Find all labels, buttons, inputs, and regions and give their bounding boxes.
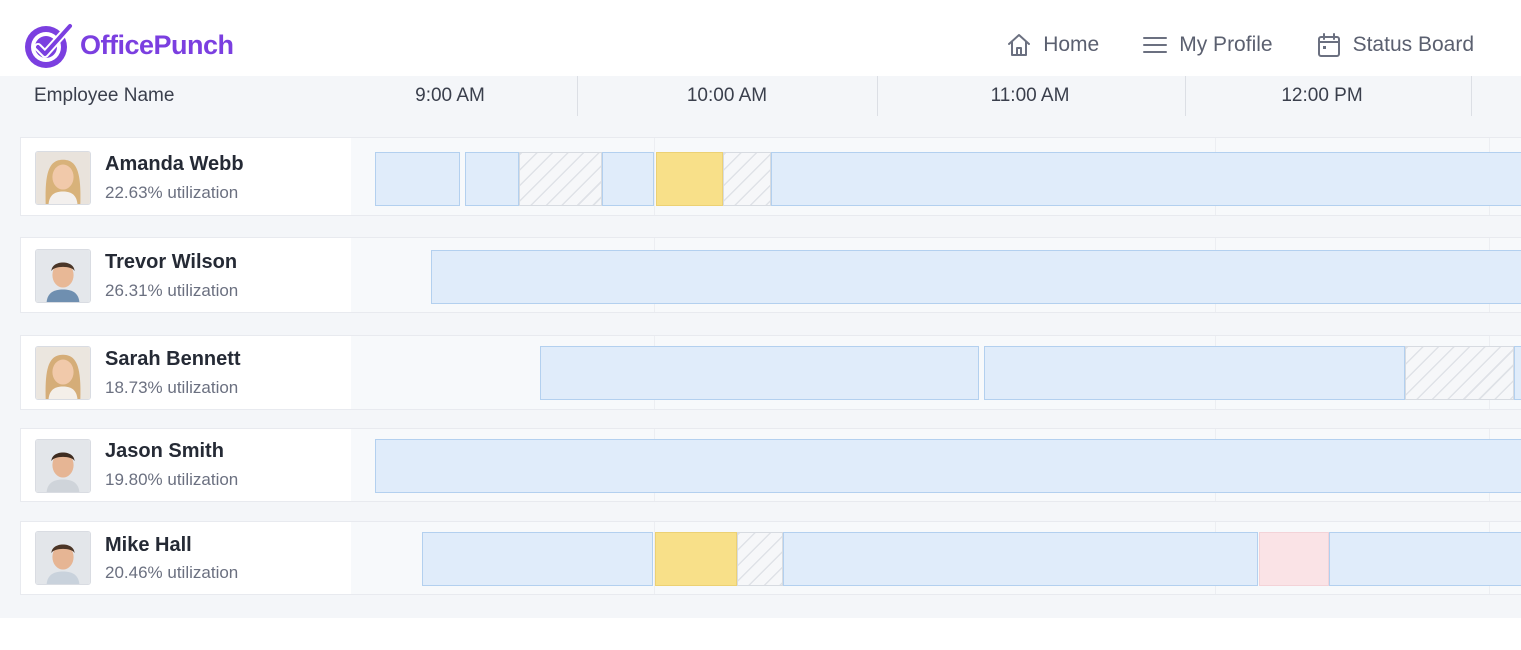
work-segment[interactable]: [1514, 346, 1521, 400]
employee-info: Mike Hall 20.46% utilization: [21, 522, 351, 594]
man-avatar: [35, 249, 91, 303]
top-nav: Home My Profile Status Board: [963, 28, 1521, 62]
employee-utilization: 22.63% utilization: [105, 183, 239, 202]
app-header: OfficePunch Home My Profile Status Board: [0, 0, 1521, 76]
employee-name-header: Employee Name: [34, 85, 175, 106]
timeline-gridline: [654, 138, 655, 215]
idle-segment[interactable]: [723, 152, 771, 206]
idle-segment[interactable]: [1405, 346, 1514, 400]
alert-segment[interactable]: [1259, 532, 1329, 586]
employee-timeline: [351, 238, 1521, 312]
break-segment[interactable]: [656, 152, 723, 206]
employee-utilization: 18.73% utilization: [105, 378, 239, 397]
employee-timeline: [351, 522, 1521, 594]
nav-home[interactable]: Home: [1005, 31, 1099, 59]
column-separator: [577, 76, 578, 116]
time-label-10am: 10:00 AM: [686, 85, 768, 106]
work-segment[interactable]: [771, 152, 1521, 206]
employee-name: Mike Hall: [105, 534, 192, 556]
work-segment[interactable]: [375, 439, 1521, 493]
timeline-gridline: [654, 522, 655, 594]
employee-info: Trevor Wilson 26.31% utilization: [21, 238, 351, 312]
work-segment[interactable]: [375, 152, 460, 206]
employee-rows: Amanda Webb 22.63% utilization: [0, 76, 1521, 618]
nav-my-profile-label: My Profile: [1179, 33, 1273, 56]
nav-home-label: Home: [1043, 33, 1100, 56]
employee-row[interactable]: Trevor Wilson 26.31% utilization: [20, 237, 1521, 313]
idle-segment[interactable]: [737, 532, 783, 586]
nav-my-profile[interactable]: My Profile: [1141, 31, 1273, 59]
logo-text: OfficePunch: [80, 29, 234, 60]
woman-avatar: [35, 346, 91, 400]
employee-name: Jason Smith: [105, 440, 224, 462]
employee-info: Sarah Bennett 18.73% utilization: [21, 336, 351, 409]
employee-info: Jason Smith 19.80% utilization: [21, 429, 351, 501]
employee-name: Amanda Webb: [105, 153, 244, 175]
column-separator: [1185, 76, 1186, 116]
employee-timeline: [351, 429, 1521, 501]
time-label-9am: 9:00 AM: [415, 85, 485, 106]
work-segment[interactable]: [984, 346, 1405, 400]
column-header: Employee Name 9:00 AM 10:00 AM 11:00 AM …: [0, 76, 1521, 116]
employee-row[interactable]: Mike Hall 20.46% utilization: [20, 521, 1521, 595]
employee-timeline: [351, 138, 1521, 215]
break-segment[interactable]: [655, 532, 737, 586]
logo-check-icon: [25, 22, 74, 68]
time-label-12pm: 12:00 PM: [1281, 85, 1363, 106]
work-segment[interactable]: [783, 532, 1258, 586]
man-avatar: [35, 531, 91, 585]
man-avatar: [35, 439, 91, 493]
home-icon: [1008, 34, 1031, 56]
idle-segment[interactable]: [519, 152, 602, 206]
employee-row[interactable]: Amanda Webb 22.63% utilization: [20, 137, 1521, 216]
work-segment[interactable]: [465, 152, 519, 206]
employee-name: Sarah Bennett: [105, 348, 241, 370]
time-label-11am: 11:00 AM: [990, 85, 1070, 106]
nav-status-board[interactable]: Status Board: [1315, 31, 1474, 59]
calendar-icon: [1317, 33, 1340, 57]
nav-status-board-label: Status Board: [1352, 33, 1474, 56]
employee-row[interactable]: Sarah Bennett 18.73% utilization: [20, 335, 1521, 410]
work-segment[interactable]: [431, 250, 1521, 304]
officepunch-logo[interactable]: OfficePunch: [22, 20, 234, 70]
work-segment[interactable]: [602, 152, 654, 206]
employee-name: Trevor Wilson: [105, 251, 238, 273]
menu-icon: [1143, 37, 1168, 53]
column-separator: [877, 76, 878, 116]
employee-utilization: 26.31% utilization: [105, 281, 239, 300]
work-segment[interactable]: [540, 346, 979, 400]
status-board: Employee Name 9:00 AM 10:00 AM 11:00 AM …: [0, 76, 1521, 618]
work-segment[interactable]: [422, 532, 653, 586]
employee-utilization: 20.46% utilization: [105, 563, 239, 582]
work-segment[interactable]: [1329, 532, 1521, 586]
employee-timeline: [351, 336, 1521, 409]
employee-utilization: 19.80% utilization: [105, 470, 239, 489]
woman-avatar: [35, 151, 91, 205]
column-separator: [1471, 76, 1472, 116]
employee-info: Amanda Webb 22.63% utilization: [21, 138, 351, 215]
employee-row[interactable]: Jason Smith 19.80% utilization: [20, 428, 1521, 502]
